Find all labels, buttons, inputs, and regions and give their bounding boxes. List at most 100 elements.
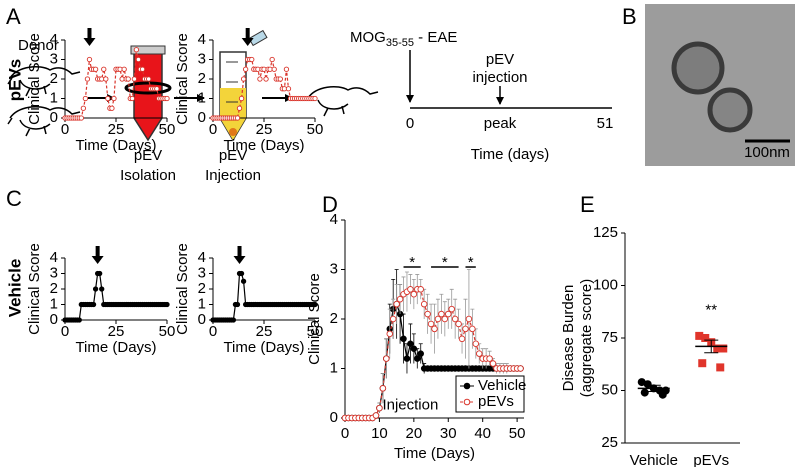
point <box>154 86 160 92</box>
timeline-tick: peak <box>484 115 517 132</box>
point <box>238 270 245 277</box>
point <box>393 300 400 308</box>
donor-label: Donor <box>18 37 59 54</box>
point <box>285 86 292 92</box>
x-tick-label: 50 <box>307 121 324 138</box>
point <box>111 95 117 102</box>
timeline-tick: 0 <box>406 115 414 132</box>
series-line <box>213 272 315 321</box>
point <box>90 301 97 308</box>
point <box>82 95 89 102</box>
x-tick-label: pEVs <box>693 452 729 467</box>
point <box>271 66 277 72</box>
significance-star: ** <box>705 302 717 319</box>
point <box>135 56 142 63</box>
y-tick-label: 4 <box>330 211 338 228</box>
point <box>407 286 414 293</box>
x-axis-label: Time (Days) <box>223 339 304 356</box>
point <box>234 115 241 121</box>
injection-label: Injection <box>205 167 261 184</box>
timeline-axis-label: Time (days) <box>471 146 550 163</box>
x-tick-label: 25 <box>108 323 125 340</box>
point <box>420 300 428 308</box>
point <box>434 315 442 323</box>
legend-marker <box>463 382 471 390</box>
point <box>637 378 646 387</box>
y-tick-label: 3 <box>50 50 58 67</box>
point <box>376 404 383 412</box>
y-tick-label: 1 <box>50 295 58 312</box>
point <box>417 350 424 357</box>
y-tick-label: 25 <box>601 434 618 451</box>
y-axis-label: (aggregate score) <box>578 279 595 397</box>
x-tick-label: 30 <box>440 425 457 442</box>
y-tick-label: 1 <box>198 295 206 312</box>
point <box>414 355 421 362</box>
x-tick-label: 20 <box>406 425 423 442</box>
point <box>230 317 237 323</box>
y-tick-label: 2 <box>198 280 206 297</box>
x-tick-label: 50 <box>509 425 526 442</box>
x-tick-label: 50 <box>159 323 176 340</box>
significance-star: * <box>468 254 474 271</box>
injection-arrow <box>83 28 96 46</box>
injection-arrow <box>241 28 254 46</box>
y-tick-label: 125 <box>593 224 618 241</box>
point <box>407 340 414 348</box>
point <box>640 388 649 397</box>
point <box>445 310 452 318</box>
point <box>242 66 249 72</box>
y-tick-label: 2 <box>50 280 58 297</box>
point <box>455 320 462 328</box>
y-tick-label: 1 <box>50 89 58 106</box>
point <box>121 66 127 72</box>
model-label: MOG35-55 - EAE <box>350 29 457 49</box>
point <box>431 325 438 333</box>
point <box>441 315 449 323</box>
point <box>383 355 390 362</box>
point <box>133 47 140 53</box>
point <box>105 95 111 102</box>
point <box>238 95 245 102</box>
panel-label: D <box>322 192 338 217</box>
y-tick-label: 1 <box>198 89 206 106</box>
event-label: injection <box>472 69 527 86</box>
point <box>103 76 109 82</box>
y-axis-label: Clinical Score <box>306 273 323 365</box>
x-axis-label: Time (Days) <box>75 137 156 154</box>
point <box>417 286 424 293</box>
x-tick-label: 0 <box>341 425 349 442</box>
significance-star: * <box>409 254 415 271</box>
legend-label: Vehicle <box>478 377 526 394</box>
point <box>139 66 146 72</box>
y-tick-label: 50 <box>601 381 618 398</box>
point <box>92 66 99 72</box>
point <box>129 95 135 102</box>
micrograph <box>645 4 795 166</box>
point <box>643 380 652 389</box>
point <box>719 344 728 353</box>
point <box>403 355 411 362</box>
y-tick-label: 3 <box>330 260 338 277</box>
point <box>476 350 483 357</box>
x-axis-label: Time (Days) <box>75 339 156 356</box>
y-tick-label: 4 <box>198 31 206 48</box>
panel-label: A <box>6 4 21 29</box>
point <box>489 360 497 367</box>
point <box>713 344 722 353</box>
model-subscript: 35-55 <box>386 37 414 49</box>
x-axis-label: Time (Days) <box>394 445 475 462</box>
panel-label: E <box>580 192 595 217</box>
legend-label: pEVs <box>478 393 514 410</box>
y-axis-label: Clinical Score <box>26 243 43 335</box>
y-tick-label: 75 <box>601 329 618 346</box>
y-tick-label: 100 <box>593 276 618 293</box>
panel-label: C <box>6 186 22 211</box>
point <box>125 76 131 82</box>
point <box>86 56 93 63</box>
point <box>76 317 82 323</box>
point <box>448 305 455 313</box>
point <box>438 310 445 318</box>
y-axis-label: Disease Burden <box>560 285 577 392</box>
x-tick-label: 25 <box>256 323 273 340</box>
